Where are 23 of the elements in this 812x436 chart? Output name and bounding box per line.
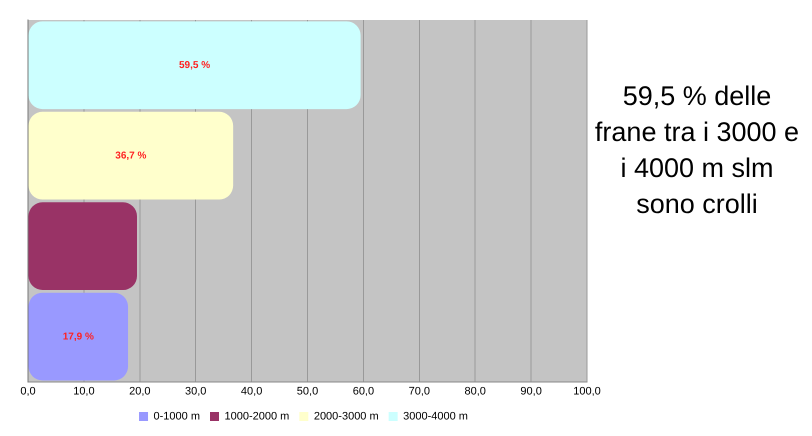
legend-label: 1000-2000 m [224, 410, 290, 423]
x-tick-label: 0,0 [20, 385, 36, 398]
x-tick-label: 10,0 [73, 385, 95, 398]
x-tick-label: 90,0 [520, 385, 542, 398]
bar [28, 21, 361, 110]
x-tick-label: 50,0 [296, 385, 318, 398]
x-tick-label: 80,0 [464, 385, 486, 398]
data-label: 36,7 % [115, 150, 146, 162]
x-tick-label: 20,0 [129, 385, 151, 398]
text: 59,5 % delle frane tra i 3000 e i 4000 m slm sono crolli [594, 80, 800, 221]
legend-label: 3000-4000 m [403, 410, 468, 423]
x-tick-label: 70,0 [408, 385, 430, 398]
bar [28, 202, 138, 290]
bar [28, 292, 128, 380]
x-tick-label: 100,0 [573, 385, 601, 398]
x-tick-label: 60,0 [352, 385, 374, 398]
data-label: 17,9 % [62, 331, 94, 342]
legend-label: 0-1000 m [154, 410, 200, 423]
x-tick-label: 30,0 [184, 385, 206, 398]
data-label: 59,5 % [178, 60, 210, 71]
bar [28, 112, 234, 200]
x-tick-label: 40,0 [240, 385, 262, 398]
legend-label: 2000-3000 m [314, 410, 379, 423]
